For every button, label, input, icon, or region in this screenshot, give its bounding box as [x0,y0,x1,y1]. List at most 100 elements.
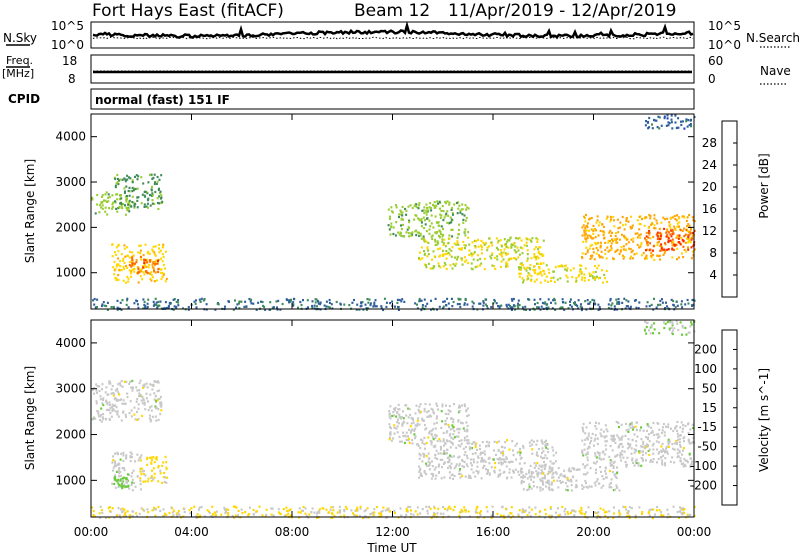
scatter-cell-1-5 [457,420,460,423]
scatter-cell-0-8 [609,220,612,223]
scatter-cell-1-7 [614,488,617,491]
scatter-cell-1-8 [582,463,585,466]
scatter-cell-0-6 [443,261,446,265]
scatter-cell-0-4 [106,301,109,304]
scatter-cell-0-5 [423,206,426,209]
scatter-cell-0-7 [534,271,537,274]
scatter-cell-0-6 [506,265,509,268]
scatter-cell-0-4 [327,305,330,309]
scatter-cell-0-8 [616,218,619,221]
scatter-cell-0-4 [389,302,392,305]
scatter-cell-1-8 [584,465,587,468]
scatter-cell-1-8 [678,434,681,437]
scatter-cell-0-5 [435,221,438,224]
scatter-cell-1-0 [150,419,152,422]
scatter-cell-0-2 [117,257,120,260]
scatter-cell-1-8 [664,464,667,467]
scatter-cell-0-2 [148,272,151,275]
scatter-cell-1-4 [521,516,524,520]
scatter-cell-0-4 [569,304,572,307]
scatter-cell-1-6 [519,469,522,472]
scatter-cell-1-4 [382,506,385,509]
scatter-cell-1-4 [255,510,258,513]
scatter-cell-1-4 [176,513,179,516]
scatter-cell-0-4 [173,305,176,308]
scatter-cell-1-6 [454,465,457,468]
scatter-cell-0-8 [599,255,602,258]
scatter-cell-0-7 [596,275,598,278]
scatter-cell-1-0 [131,389,134,392]
scatter-cell-1-4 [681,513,684,516]
colorbar-tick-label: 24 [702,158,717,172]
scatter-cell-1-6 [446,448,449,451]
scatter-cell-1-4 [195,516,198,519]
scatter-cell-0-4 [655,306,658,309]
scatter-cell-1-7 [616,472,618,475]
scatter-cell-0-5 [465,208,468,211]
scatter-cell-1-5 [407,407,410,410]
scatter-cell-0-2 [141,278,144,281]
velocity-ylabel: Slant Range [km] [23,366,37,470]
scatter-cell-1-4 [332,509,335,512]
scatter-cell-0-5 [434,215,437,218]
noise-strip: N.Sky 10^5 10^0 10^5 10^0 N.Search [3,19,800,52]
scatter-cell-0-6 [490,241,493,244]
scatter-cell-1-6 [549,460,552,463]
scatter-cell-1-6 [474,446,477,449]
scatter-cell-1-6 [433,446,436,449]
scatter-cell-1-4 [190,507,193,510]
scatter-cell-0-5 [398,233,401,236]
scatter-cell-0-2 [115,278,118,282]
scatter-cell-1-6 [446,461,449,464]
scatter-cell-0-7 [525,269,528,272]
scatter-cell-0-8 [612,216,615,219]
scatter-cell-0-6 [533,248,536,251]
scatter-cell-0-5 [442,227,444,230]
scatter-cell-1-4 [672,505,675,508]
scatter-cell-1-4 [475,511,478,514]
scatter-cell-1-5 [435,421,438,424]
xtick-label: 12:00 [375,525,410,539]
scatter-cell-0-7 [559,265,562,268]
scatter-cell-0-8 [656,222,659,225]
scatter-cell-0-8 [666,217,669,220]
scatter-cell-1-8 [660,449,663,452]
scatter-cell-1-7 [608,486,611,489]
scatter-cell-1-7 [539,489,542,492]
scatter-cell-0-1 [132,187,135,190]
scatter-cell-0-9 [660,247,663,250]
scatter-cell-0-4 [442,307,445,310]
scatter-cell-0-4 [510,308,513,311]
scatter-cell-0-8 [677,256,680,259]
scatter-cell-1-5 [416,422,419,425]
nave-label: Nave [760,64,791,78]
scatter-cell-0-2 [129,272,132,275]
scatter-cell-1-6 [439,448,442,451]
scatter-cell-0-1 [113,176,116,179]
scatter-cell-0-4 [319,303,322,306]
scatter-cell-1-4 [224,512,227,515]
scatter-cell-1-6 [485,440,488,443]
scatter-cell-1-5 [457,431,460,434]
scatter-cell-1-0 [143,383,146,386]
scatter-cell-1-8 [595,421,597,424]
scatter-cell-1-5 [412,421,415,424]
scatter-cell-0-6 [499,249,502,252]
scatter-cell-0-4 [245,305,248,308]
scatter-cell-0-7 [556,278,559,281]
scatter-cell-0-7 [550,276,553,280]
scatter-cell-1-4 [490,516,493,519]
scatter-cell-0-4 [92,299,95,302]
scatter-cell-0-8 [590,236,593,239]
scatter-cell-1-6 [492,458,495,461]
scatter-cell-1-0 [125,380,128,383]
scatter-cell-0-4 [598,306,601,309]
scatter-cell-1-4 [654,513,656,516]
scatter-cell-1-4 [252,508,255,512]
scatter-cell-1-6 [475,469,478,473]
scatter-cell-1-4 [177,510,180,513]
scatter-cell-1-4 [388,510,391,513]
scatter-cell-1-7 [559,480,562,483]
scatter-cell-1-6 [508,448,511,451]
scatter-cell-0-5 [444,200,447,203]
